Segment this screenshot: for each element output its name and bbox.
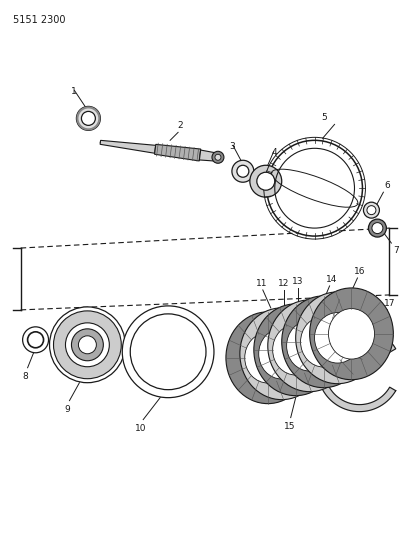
Text: 2: 2 bbox=[177, 122, 183, 131]
Text: 9: 9 bbox=[64, 405, 70, 414]
Circle shape bbox=[250, 165, 282, 197]
Circle shape bbox=[28, 332, 44, 348]
Ellipse shape bbox=[282, 296, 366, 387]
Text: 17: 17 bbox=[384, 299, 395, 308]
Circle shape bbox=[367, 206, 376, 215]
Text: 6: 6 bbox=[384, 181, 390, 190]
Circle shape bbox=[65, 323, 109, 367]
Ellipse shape bbox=[245, 333, 291, 383]
Text: 10: 10 bbox=[135, 424, 146, 433]
Circle shape bbox=[215, 154, 221, 160]
Polygon shape bbox=[200, 150, 218, 161]
Circle shape bbox=[76, 107, 100, 131]
Text: 5151 2300: 5151 2300 bbox=[13, 15, 65, 25]
Circle shape bbox=[49, 307, 125, 383]
Text: 14: 14 bbox=[326, 275, 337, 284]
Ellipse shape bbox=[301, 317, 347, 367]
Circle shape bbox=[82, 111, 95, 125]
Ellipse shape bbox=[254, 304, 337, 395]
Text: 16: 16 bbox=[354, 267, 365, 276]
Ellipse shape bbox=[286, 320, 333, 371]
Text: 4: 4 bbox=[272, 148, 277, 157]
Ellipse shape bbox=[268, 300, 352, 392]
Text: 13: 13 bbox=[292, 277, 304, 286]
Text: 7: 7 bbox=[393, 246, 399, 255]
Polygon shape bbox=[318, 328, 396, 411]
Circle shape bbox=[372, 223, 383, 233]
Polygon shape bbox=[100, 140, 156, 154]
Polygon shape bbox=[155, 144, 201, 161]
Ellipse shape bbox=[273, 325, 319, 375]
Text: 15: 15 bbox=[284, 422, 295, 431]
Circle shape bbox=[257, 172, 275, 190]
Ellipse shape bbox=[240, 308, 324, 400]
Circle shape bbox=[71, 329, 103, 361]
Circle shape bbox=[212, 151, 224, 163]
Circle shape bbox=[237, 165, 249, 177]
Text: 12: 12 bbox=[278, 279, 289, 288]
Circle shape bbox=[22, 327, 49, 353]
Circle shape bbox=[53, 311, 121, 379]
Text: 8: 8 bbox=[23, 372, 29, 381]
Text: 1: 1 bbox=[71, 87, 76, 96]
Ellipse shape bbox=[310, 288, 393, 379]
Ellipse shape bbox=[296, 292, 379, 384]
Text: 3: 3 bbox=[229, 142, 235, 151]
Circle shape bbox=[364, 202, 379, 218]
Circle shape bbox=[78, 336, 96, 354]
Ellipse shape bbox=[259, 328, 305, 379]
Circle shape bbox=[232, 160, 254, 182]
Circle shape bbox=[122, 306, 214, 398]
Circle shape bbox=[267, 140, 362, 236]
Ellipse shape bbox=[328, 309, 375, 359]
Ellipse shape bbox=[315, 312, 361, 363]
Text: 5: 5 bbox=[322, 114, 328, 123]
Circle shape bbox=[368, 219, 386, 237]
Circle shape bbox=[130, 314, 206, 390]
Ellipse shape bbox=[226, 312, 310, 403]
Text: 11: 11 bbox=[256, 279, 268, 288]
